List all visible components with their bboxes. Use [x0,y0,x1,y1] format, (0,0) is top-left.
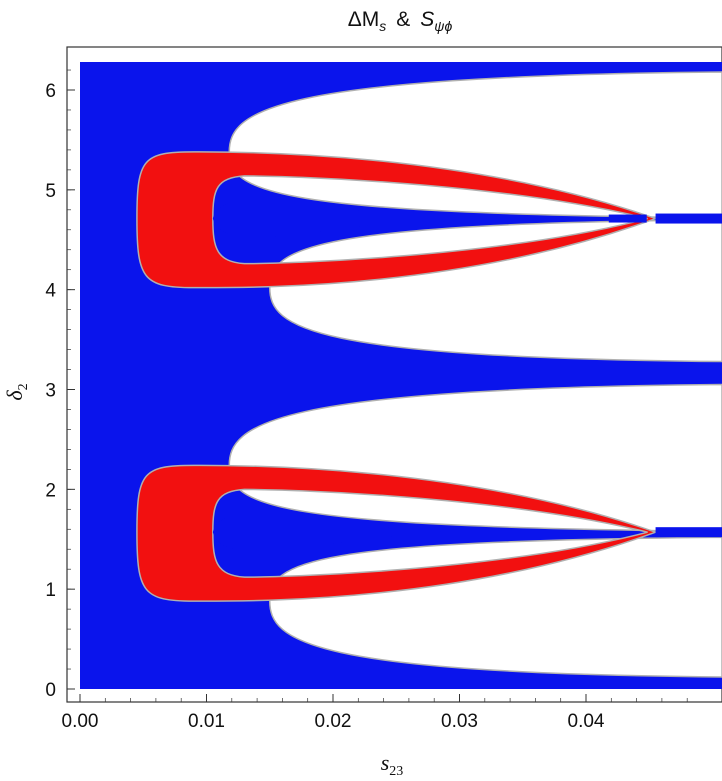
white-lobe-upper-bottom [268,219,722,363]
y-tick-label: 1 [45,580,56,601]
x-tick-label: 0.04 [568,711,605,732]
blue-tongue-2 [212,199,441,238]
x-tick-label: 0.01 [188,711,225,732]
blue-strip-gap [608,214,647,223]
y-tick-label: 4 [45,281,56,302]
y-tick-label: 3 [45,381,56,402]
y-tick-label: 5 [45,181,56,202]
plot-frame [66,46,722,703]
x-axis-label: s23 [381,750,404,779]
y-tick-label: 6 [45,81,56,102]
y-tick-label: 0 [45,680,56,701]
y-tick-label: 2 [45,480,56,501]
x-tick-label: 0.02 [315,711,352,732]
blue-strip-1 [655,527,722,538]
blue-strip-2 [655,213,722,224]
x-tick-label: 0.00 [62,711,99,732]
chart-title: ΔMs & Sψϕ [348,8,453,34]
blue-tongue-1 [212,513,441,551]
y-axis-label: δ2 [2,383,31,400]
x-tick-label: 0.03 [441,711,478,732]
